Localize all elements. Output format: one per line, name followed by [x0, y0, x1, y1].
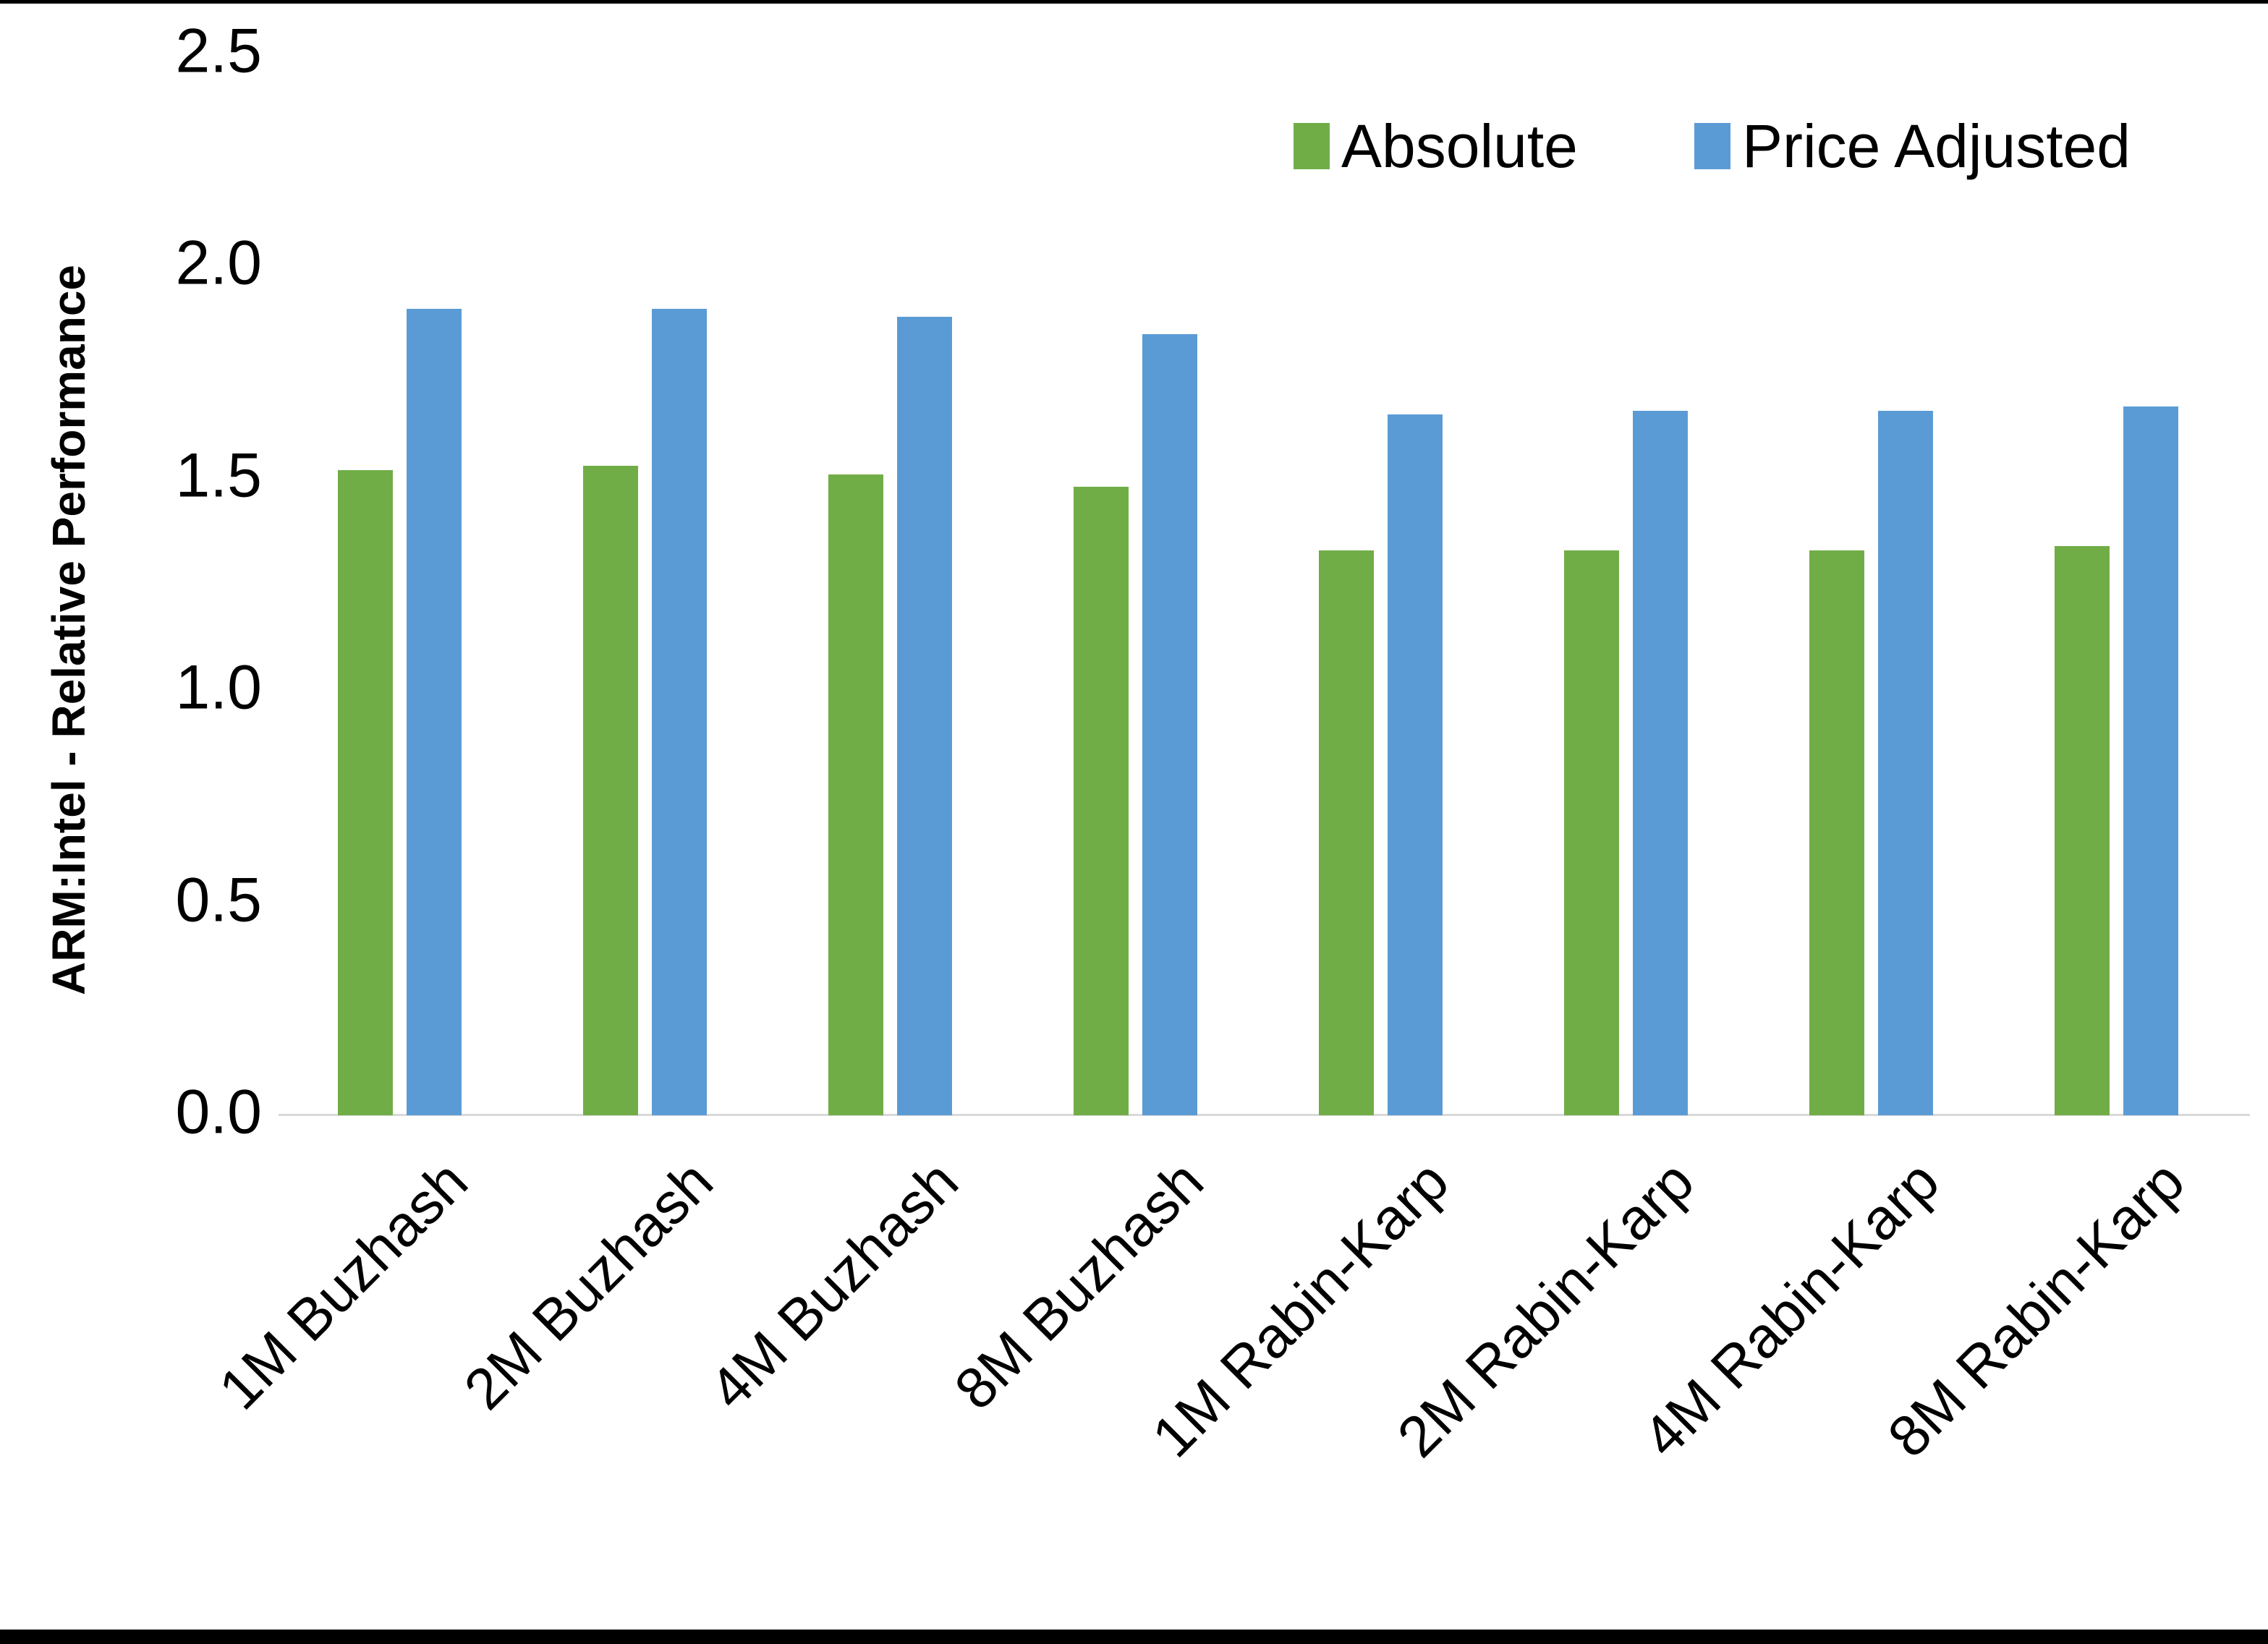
y-tick-label-0.5: 0.5 [175, 865, 262, 935]
bar-absolute-1m-buzhash [338, 470, 393, 1115]
x-label-2m-buzhash: 2M Buzhash [451, 1149, 725, 1422]
bar-absolute-1m-rabin-karp [1319, 550, 1374, 1115]
x-label-8m-rabin-karp: 8M Rabin-Karp [1875, 1149, 2196, 1470]
legend-entry-absolute: Absolute [1294, 116, 1578, 176]
top-border [0, 0, 2268, 4]
legend-entry-price-adjusted: Price Adjusted [1694, 116, 2131, 176]
bar-absolute-2m-rabin-karp [1564, 550, 1619, 1115]
bar-absolute-4m-buzhash [828, 474, 883, 1115]
legend-label: Absolute [1341, 112, 1578, 180]
legend-label: Price Adjusted [1742, 112, 2131, 180]
legend-swatch-absolute [1294, 123, 1330, 169]
bar-price-adjusted-4m-rabin-karp [1878, 411, 1933, 1115]
x-axis-line [279, 1114, 2250, 1116]
x-label-4m-buzhash: 4M Buzhash [697, 1149, 970, 1422]
bar-price-adjusted-1m-rabin-karp [1388, 414, 1443, 1115]
bar-price-adjusted-8m-buzhash [1142, 334, 1197, 1115]
bar-price-adjusted-2m-rabin-karp [1633, 411, 1688, 1115]
bar-price-adjusted-8m-rabin-karp [2123, 406, 2178, 1115]
bar-price-adjusted-1m-buzhash [407, 309, 462, 1115]
x-label-8m-buzhash: 8M Buzhash [942, 1149, 1215, 1422]
x-label-1m-rabin-karp: 1M Rabin-Karp [1139, 1149, 1461, 1470]
y-tick-label-1.0: 1.0 [175, 652, 262, 723]
y-tick-label-1.5: 1.5 [175, 440, 262, 511]
y-axis-title: ARM:Intel - Relative Performance [43, 264, 95, 996]
x-label-1m-buzhash: 1M Buzhash [206, 1149, 480, 1422]
bar-absolute-4m-rabin-karp [1809, 550, 1864, 1115]
x-label-4m-rabin-karp: 4M Rabin-Karp [1630, 1149, 1951, 1470]
bar-price-adjusted-2m-buzhash [652, 309, 707, 1115]
x-label-2m-rabin-karp: 2M Rabin-Karp [1385, 1149, 1706, 1470]
bottom-border [0, 1630, 2268, 1644]
y-tick-label-0.0: 0.0 [175, 1077, 262, 1147]
bar-absolute-2m-buzhash [583, 466, 638, 1115]
bar-absolute-8m-rabin-karp [2055, 546, 2110, 1115]
y-tick-label-2.5: 2.5 [175, 16, 262, 86]
y-tick-label-2.0: 2.0 [175, 228, 262, 298]
legend-swatch-price-adjusted [1694, 123, 1730, 169]
bar-absolute-8m-buzhash [1074, 487, 1129, 1115]
bar-price-adjusted-4m-buzhash [897, 317, 952, 1115]
